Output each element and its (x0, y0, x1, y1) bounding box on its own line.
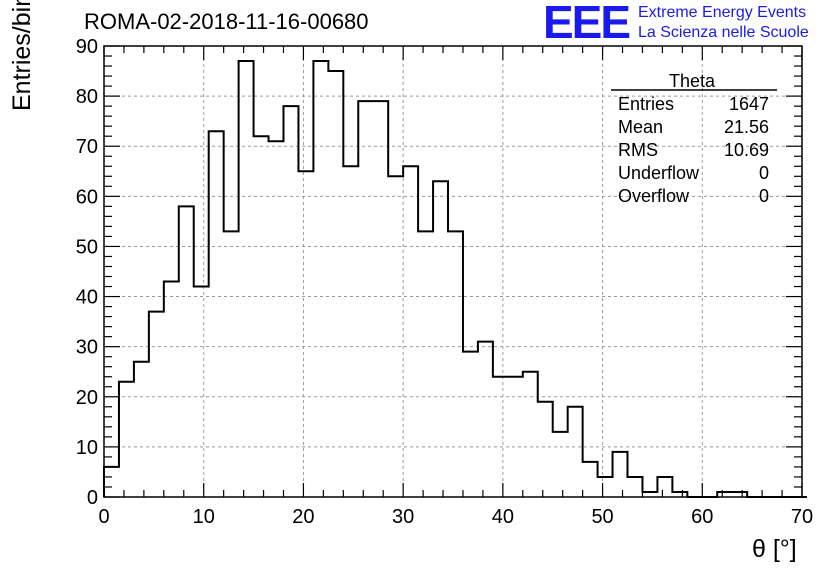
x-tick-label: 10 (193, 506, 215, 528)
histogram-bar (164, 282, 179, 497)
plot-frame (103, 45, 803, 498)
y-tick-label: 40 (76, 287, 98, 309)
stats-value-entries: 1647 (729, 94, 769, 114)
histogram-bar (269, 141, 284, 497)
histogram-bar (104, 467, 119, 497)
stats-label-entries: Entries (618, 94, 674, 114)
stats-label-overflow: Overflow (618, 186, 690, 206)
histogram-bar (134, 362, 149, 497)
x-tick-label: 60 (691, 506, 713, 528)
x-axis-label: θ [°] (752, 535, 797, 563)
histogram-bar (613, 452, 628, 497)
histogram-bar (313, 61, 328, 497)
eee-logo-mark: EEE (543, 0, 631, 48)
histogram-bar (209, 131, 224, 497)
y-tick-label: 20 (76, 387, 98, 409)
x-tick-label: 50 (591, 506, 613, 528)
histogram-bar (598, 477, 613, 497)
histogram-bar (343, 166, 358, 497)
x-tick-label: 0 (98, 506, 109, 528)
histogram-bar (508, 377, 523, 497)
histogram-bar (179, 206, 194, 497)
histogram-bar (493, 377, 508, 497)
histogram-bar (328, 71, 343, 497)
histogram-bar (224, 231, 239, 497)
grid-lines (104, 46, 802, 497)
stats-value-mean: 21.56 (724, 117, 769, 137)
y-tick-label: 10 (76, 437, 98, 459)
histogram-bar (538, 402, 553, 497)
histogram-bar (149, 312, 164, 497)
histogram-bar (628, 477, 643, 497)
histogram-bar (568, 407, 583, 497)
histogram-bar (448, 231, 463, 497)
y-tick-label: 50 (76, 236, 98, 258)
histogram-bar (358, 101, 373, 497)
x-tick-label: 40 (492, 506, 514, 528)
histogram-bar (373, 101, 388, 497)
x-tick-label: 20 (292, 506, 314, 528)
stats-label-underflow: Underflow (618, 163, 700, 183)
histogram-bar (657, 477, 672, 497)
histogram-bar (463, 352, 478, 497)
y-tick-label: 0 (87, 487, 98, 509)
stats-box-name: Theta (669, 71, 716, 91)
histogram-bar (433, 181, 448, 497)
stats-label-mean: Mean (618, 117, 663, 137)
logo-line-2: La Scienza nelle Scuole (638, 24, 809, 41)
histogram-bar (583, 462, 598, 497)
axes (103, 45, 803, 498)
histogram-series-line (103, 60, 807, 498)
stats-value-rms: 10.69 (724, 140, 769, 160)
histogram-bar (254, 136, 269, 497)
stats-box: Theta Entries 1647 Mean 21.56 RMS 10.69 … (611, 71, 777, 206)
tick-labels: 0 10 20 30 40 50 60 70 0 10 20 30 40 50 60 70 80 90 (76, 36, 813, 528)
y-tick-label: 90 (76, 36, 98, 58)
x-tick-label: 30 (392, 506, 414, 528)
stats-value-underflow: 0 (759, 163, 769, 183)
y-tick-label: 30 (76, 337, 98, 359)
logo-line-1: Extreme Energy Events (638, 4, 807, 21)
stats-label-rms: RMS (618, 140, 658, 160)
histogram-bar (194, 287, 209, 497)
histogram-bar (388, 176, 403, 497)
histogram-bar (403, 166, 418, 497)
y-tick-label: 80 (76, 86, 98, 108)
histogram-bar (523, 372, 538, 497)
histogram-bar (553, 432, 568, 497)
tick-marks (103, 45, 803, 498)
stats-value-overflow: 0 (759, 186, 769, 206)
y-tick-label: 70 (76, 136, 98, 158)
histogram-bar (298, 171, 313, 497)
histogram-bar (478, 342, 493, 497)
histogram-bar (239, 61, 254, 497)
y-tick-label: 60 (76, 186, 98, 208)
plot-title: ROMA-02-2018-11-16-00680 (84, 9, 369, 34)
histogram-bar (283, 106, 298, 497)
histogram-bar (119, 382, 134, 497)
histogram-bar (418, 231, 433, 497)
x-tick-label: 70 (791, 506, 813, 528)
